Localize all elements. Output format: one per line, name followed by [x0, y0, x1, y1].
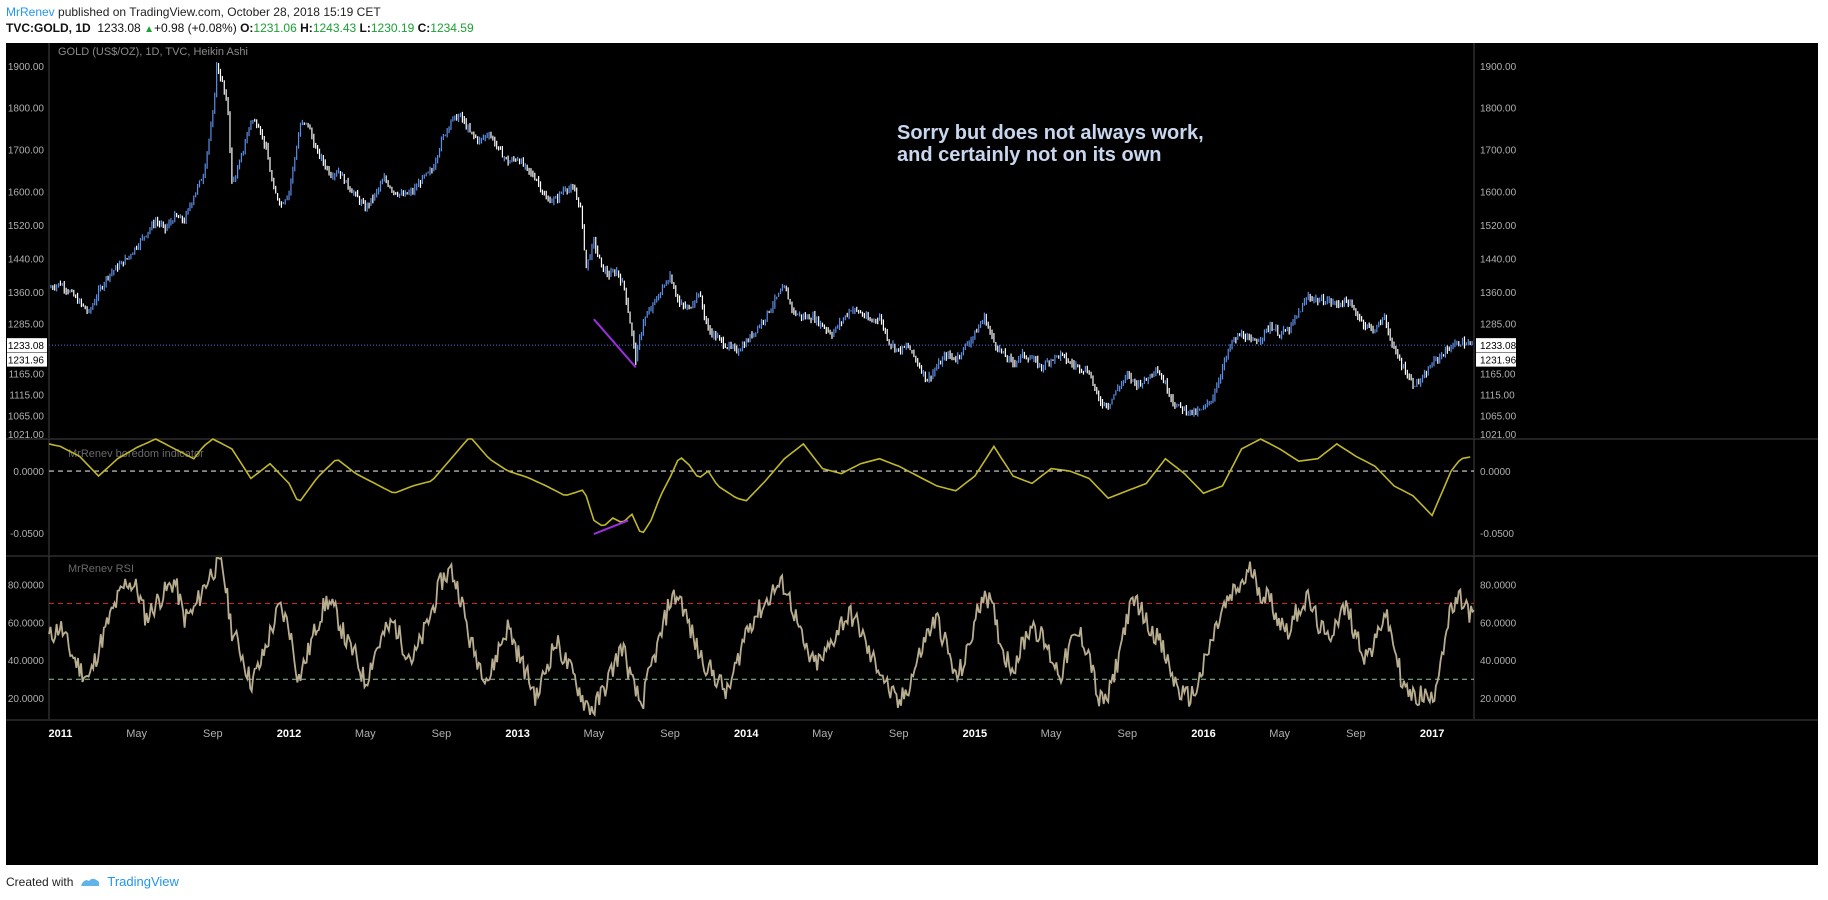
price-tick-left: 1800.00 — [8, 104, 45, 115]
publish-header: MrRenev published on TradingView.com, Oc… — [6, 4, 381, 20]
rsi-tick-right: 80.0000 — [1480, 580, 1517, 591]
annotation-text: and certainly not on its own — [897, 144, 1161, 166]
boredom-trendline — [593, 519, 629, 535]
time-tick-label: 2016 — [1191, 728, 1215, 740]
up-arrow-icon: ▲ — [144, 24, 154, 35]
second-price-box-left — [7, 352, 47, 367]
time-tick-label: May — [355, 728, 376, 740]
boredom-tick-right: -0.0500 — [1480, 529, 1514, 540]
time-tick-label: 2013 — [505, 728, 529, 740]
low-label: L: — [359, 21, 371, 35]
time-tick-label: May — [1041, 728, 1062, 740]
boredom-series-line — [48, 438, 1471, 534]
price-tick-left: 1700.00 — [8, 146, 45, 157]
symbol-label: TVC:GOLD, 1D — [6, 21, 91, 35]
price-tick-right: 1600.00 — [1480, 187, 1517, 198]
price-change: +0.98 (+0.08%) — [153, 21, 237, 35]
time-tick-label: Sep — [203, 728, 223, 740]
time-tick-label: May — [812, 728, 833, 740]
current-price-label-right: 1233.08 — [1480, 341, 1517, 352]
rsi-tick-left: 20.0000 — [8, 694, 45, 705]
rsi-tick-left: 60.0000 — [8, 618, 45, 629]
price-tick-left: 1065.00 — [8, 412, 45, 423]
price-tick-right: 1900.00 — [1480, 62, 1517, 73]
boredom-pane[interactable]: MrRenev boredom indicator 0.0000 0.0000 -0.… — [6, 438, 1818, 555]
price-pane[interactable]: GOLD (US$/OZ), 1D, TVC, Heikin Ashi 1021.… — [7, 43, 1517, 441]
time-tick-label: May — [126, 728, 147, 740]
price-tick-right: 1440.00 — [1480, 254, 1517, 265]
chart-canvas[interactable]: GOLD (US$/OZ), 1D, TVC, Heikin Ashi 1021.… — [6, 43, 1818, 865]
second-price-label-left: 1231.96 — [8, 356, 45, 367]
price-tick-right: 1115.00 — [1480, 391, 1515, 402]
boredom-tick-left: 0.0000 — [13, 467, 44, 478]
price-tick-left: 1900.00 — [8, 62, 45, 73]
price-tick-left: 1285.00 — [8, 319, 45, 330]
rsi-tick-left: 40.0000 — [8, 656, 45, 667]
price-tick-right: 1700.00 — [1480, 146, 1517, 157]
footer: Created with TradingView — [6, 874, 179, 889]
price-tick-left: 1440.00 — [8, 254, 45, 265]
open-label: O: — [240, 21, 254, 35]
close-label: C: — [417, 21, 431, 35]
price-tick-left: 1165.00 — [9, 370, 45, 381]
rsi-series-line — [48, 556, 1475, 717]
rsi-tick-left: 80.0000 — [8, 580, 45, 591]
ohlc-bar: TVC:GOLD, 1D 1233.08 ▲+0.98 (+0.08%) O:1… — [6, 20, 474, 38]
time-tick-label: Sep — [660, 728, 680, 740]
annotation-text: Sorry but does not always work, — [897, 122, 1204, 144]
rsi-pane[interactable]: MrRenev RSI 20.0000 20.0000 40.0000 40.0000 6… — [6, 555, 1818, 719]
time-tick-label: Sep — [1346, 728, 1366, 740]
price-label-box-left — [7, 338, 47, 353]
time-tick-label: Sep — [432, 728, 452, 740]
low-value: 1230.19 — [370, 21, 415, 35]
boredom-tick-right: 0.0000 — [1480, 467, 1511, 478]
time-tick-label: Sep — [1117, 728, 1137, 740]
rsi-tick-right: 20.0000 — [1480, 694, 1517, 705]
time-axis[interactable]: 2011 May Sep 2012 May Sep 2013 May Sep 2014 May Sep… — [6, 719, 1818, 740]
rsi-tick-right: 40.0000 — [1480, 656, 1517, 667]
price-tick-left: 1600.00 — [8, 187, 45, 198]
current-price-label-left: 1233.08 — [8, 341, 45, 352]
last-price: 1233.08 — [97, 21, 141, 35]
tradingview-link[interactable]: TradingView — [107, 874, 179, 889]
price-tick-right: 1360.00 — [1480, 288, 1517, 299]
time-tick-label: 2015 — [963, 728, 987, 740]
price-tick-right: 1800.00 — [1480, 104, 1517, 115]
author-link[interactable]: MrRenev — [6, 5, 55, 19]
price-pane-title: GOLD (US$/OZ), 1D, TVC, Heikin Ashi — [58, 46, 248, 58]
price-tick-left: 1021.00 — [8, 430, 45, 441]
price-tick-right: 1165.00 — [1480, 370, 1516, 381]
high-value: 1243.43 — [312, 21, 357, 35]
price-tick-left: 1520.00 — [8, 221, 45, 232]
rsi-pane-title: MrRenev RSI — [68, 563, 134, 575]
second-price-box-right — [1476, 352, 1516, 367]
open-value: 1231.06 — [253, 21, 297, 35]
price-label-box-right — [1476, 338, 1516, 353]
price-tick-right: 1021.00 — [1480, 430, 1517, 441]
tradingview-logo-icon — [81, 878, 100, 886]
price-tick-left: 1115.00 — [9, 391, 44, 402]
price-tick-right: 1520.00 — [1480, 221, 1517, 232]
high-label: H: — [300, 21, 313, 35]
second-price-label-right: 1231.96 — [1480, 356, 1517, 367]
time-tick-label: Sep — [889, 728, 909, 740]
rsi-tick-right: 60.0000 — [1480, 618, 1517, 629]
close-value: 1234.59 — [430, 21, 474, 35]
time-tick-label: 2012 — [277, 728, 301, 740]
price-tick-right: 1285.00 — [1480, 319, 1517, 330]
time-tick-label: 2017 — [1420, 728, 1444, 740]
publish-info: published on TradingView.com, October 28… — [58, 5, 381, 19]
time-tick-label: 2011 — [48, 728, 72, 740]
created-with-label: Created with — [6, 874, 74, 889]
time-tick-label: May — [1269, 728, 1290, 740]
chart-background — [6, 43, 1818, 865]
price-tick-right: 1065.00 — [1480, 412, 1517, 423]
time-tick-label: 2014 — [734, 728, 759, 740]
price-tick-left: 1360.00 — [8, 288, 45, 299]
boredom-pane-title: MrRenev boredom indicator — [68, 448, 204, 460]
boredom-tick-left: -0.0500 — [10, 529, 44, 540]
price-trendline — [593, 318, 637, 369]
time-tick-label: May — [583, 728, 604, 740]
price-candles — [50, 61, 1473, 417]
